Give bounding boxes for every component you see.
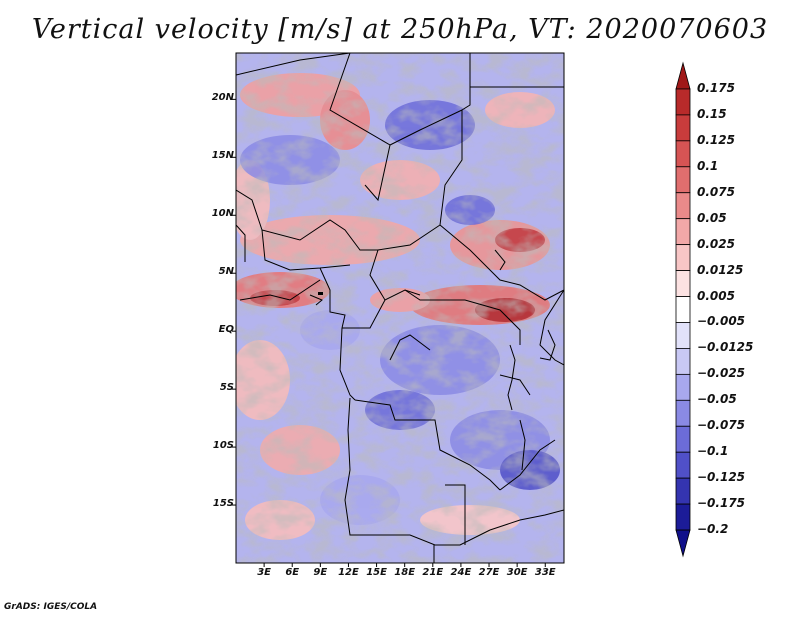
- colorbar-label: 0.075: [697, 184, 735, 199]
- lon-tick-label: 33E: [534, 567, 556, 578]
- colorbar-label: −0.05: [697, 392, 737, 407]
- colorbar-segment: [675, 166, 691, 194]
- colorbar-segment: [675, 192, 691, 220]
- colorbar-segment: [675, 88, 691, 116]
- colorbar-label: 0.0125: [697, 262, 744, 277]
- colorbar-label: −0.005: [697, 314, 746, 329]
- colorbar-segment: [675, 399, 691, 427]
- colorbar-segment: [675, 114, 691, 142]
- colorbar-segment: [675, 218, 691, 246]
- colorbar-label: 0.15: [697, 106, 727, 121]
- colorbar-label: −0.125: [697, 470, 746, 485]
- texture-overlay: [236, 53, 564, 563]
- colorbar-bottom-arrow: [675, 529, 691, 558]
- lon-tick-label: 18E: [394, 567, 416, 578]
- colorbar-segment: [675, 477, 691, 505]
- lat-tick-label: 15S: [212, 498, 234, 510]
- colorbar-segment: [675, 425, 691, 453]
- lon-tick-label: 6E: [285, 567, 300, 578]
- map-title: Vertical velocity [m/s] at 250hPa, VT: 2…: [31, 14, 769, 45]
- colorbar-label: 0.05: [697, 210, 727, 225]
- colorbar-segment: [675, 348, 691, 375]
- lat-tick-label: 5S: [219, 382, 234, 394]
- colorbar-label: −0.1: [697, 444, 729, 459]
- lat-tick-label: 10S: [212, 440, 234, 452]
- lon-tick-label: 30E: [506, 567, 528, 578]
- lon-tick-label: 24E: [450, 567, 472, 578]
- colorbar-label: 0.025: [697, 236, 735, 251]
- lon-tick-label: 27E: [478, 567, 500, 578]
- colorbar-label: −0.175: [697, 496, 746, 511]
- island-marker: [318, 292, 323, 295]
- colorbar-top-arrow: [675, 61, 691, 90]
- colorbar-label: −0.075: [697, 418, 746, 433]
- colorbar-label: 0.175: [697, 80, 735, 95]
- colorbar-label: 0.1: [697, 158, 719, 173]
- colorbar-label: 0.125: [697, 132, 735, 147]
- colorbar-label: −0.025: [697, 366, 746, 381]
- lat-tick-label: 5N: [218, 266, 234, 278]
- colorbar-label: 0.005: [697, 288, 735, 303]
- colorbar-segment: [675, 244, 691, 271]
- colorbar-label: −0.2: [697, 522, 729, 537]
- colorbar-segment: [675, 270, 691, 297]
- colorbar-segment: [675, 140, 691, 168]
- colorbar-segment: [675, 373, 691, 401]
- lat-tick-label: 20N: [211, 92, 234, 104]
- colorbar: [675, 61, 691, 558]
- lon-tick-label: 21E: [422, 567, 444, 578]
- lon-tick-label: 3E: [257, 567, 271, 578]
- colorbar-segment: [675, 296, 691, 323]
- lake-outlines: [309, 249, 556, 471]
- colorbar-segment: [675, 322, 691, 349]
- lat-tick-label: EQ: [218, 324, 234, 336]
- lon-tick-label: 12E: [338, 567, 359, 578]
- colorbar-segment: [675, 503, 691, 531]
- lat-tick-label: 10N: [211, 208, 234, 220]
- map-frame: [235, 52, 565, 564]
- colorbar-label: −0.0125: [697, 340, 754, 355]
- lon-tick-label: 9E: [313, 567, 328, 578]
- colorbar-segment: [675, 451, 691, 479]
- country-borders: [236, 53, 564, 563]
- lon-tick-label: 15E: [366, 567, 387, 578]
- lat-tick-label: 15N: [211, 150, 234, 162]
- grads-credit: GrADS: IGES/COLA: [4, 602, 98, 612]
